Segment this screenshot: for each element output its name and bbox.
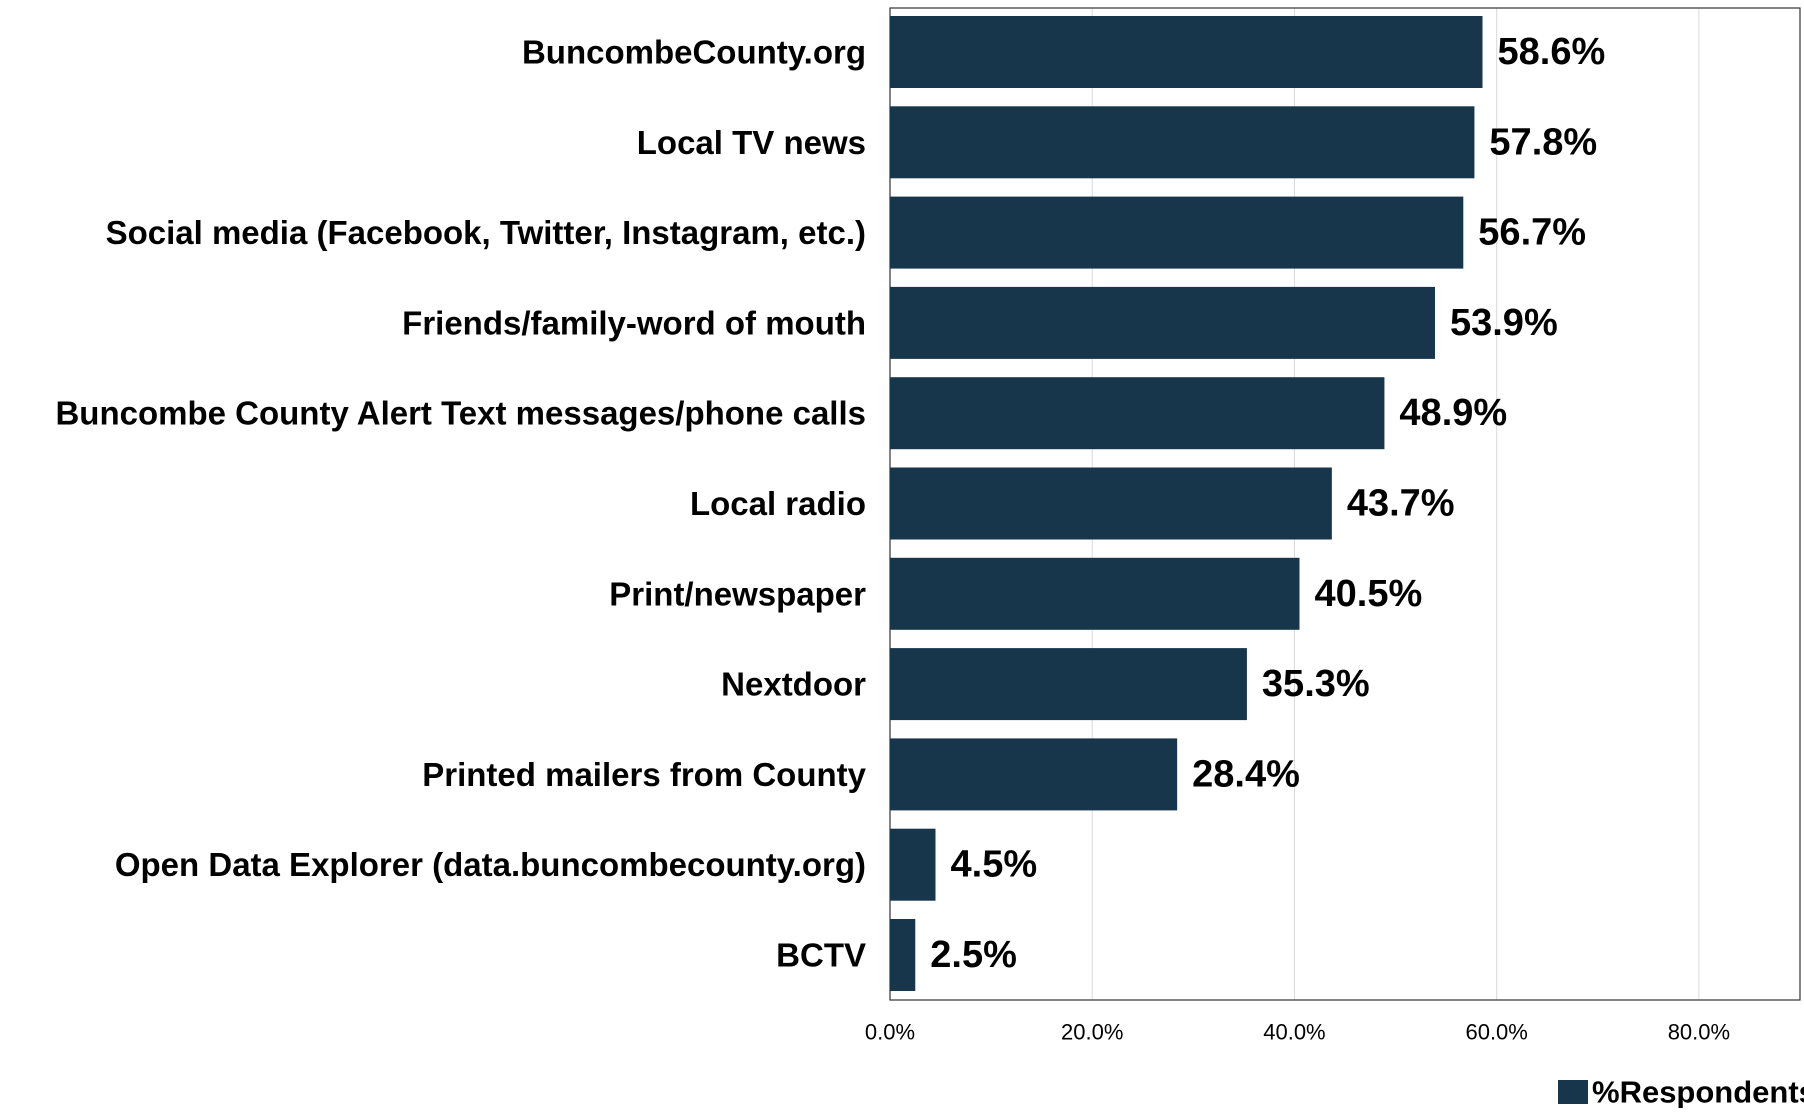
category-label: Buncombe County Alert Text messages/phon…: [55, 395, 866, 432]
bar: [890, 467, 1332, 540]
category-label: Social media (Facebook, Twitter, Instagr…: [106, 214, 866, 251]
bar: [890, 196, 1464, 269]
data-label: 28.4%: [1192, 753, 1300, 795]
bar: [890, 648, 1247, 721]
data-label: 57.8%: [1489, 121, 1597, 163]
data-label: 40.5%: [1315, 573, 1423, 615]
category-label: Print/newspaper: [609, 575, 866, 612]
category-label: Open Data Explorer (data.buncombecounty.…: [115, 846, 866, 883]
category-label: Local TV news: [637, 124, 866, 161]
bar: [890, 919, 916, 991]
x-tick-label: 80.0%: [1668, 1020, 1730, 1045]
category-label: Friends/family-word of mouth: [402, 304, 866, 341]
x-tick-label: 0.0%: [865, 1020, 915, 1045]
data-label: 4.5%: [951, 844, 1038, 886]
category-label: BCTV: [776, 937, 866, 974]
category-label: Nextdoor: [721, 666, 866, 703]
data-label: 58.6%: [1498, 31, 1606, 73]
category-label: Local radio: [690, 485, 866, 522]
x-tick-label: 20.0%: [1061, 1020, 1123, 1045]
data-label: 2.5%: [930, 934, 1017, 976]
legend: %Respondents: [1558, 1075, 1804, 1110]
category-label: Printed mailers from County: [422, 756, 866, 793]
bar: [890, 286, 1435, 359]
category-labels: BuncombeCounty.org Local TV news Social me…: [55, 34, 866, 974]
x-tick-label: 60.0%: [1465, 1020, 1527, 1045]
bar: [890, 828, 936, 901]
category-label: BuncombeCounty.org: [522, 34, 866, 71]
bar: [890, 377, 1385, 450]
x-tick-label: 40.0%: [1263, 1020, 1325, 1045]
bar: [890, 106, 1475, 179]
bar: [890, 738, 1178, 811]
data-label: 56.7%: [1478, 212, 1586, 254]
legend-swatch: [1558, 1080, 1588, 1104]
bar: [890, 16, 1483, 88]
legend-label: %Respondents: [1592, 1075, 1804, 1109]
data-label: 53.9%: [1450, 302, 1558, 344]
bar: [890, 557, 1300, 630]
data-label: 35.3%: [1262, 663, 1370, 705]
value-labels: 58.6% 57.8% 56.7% 53.9% 48.9% 43.7% 40.5% 35.3%…: [930, 31, 1605, 976]
bars: [890, 16, 1483, 991]
x-axis-tick-labels: 0.0% 20.0% 40.0% 60.0% 80.0%: [865, 1020, 1730, 1045]
data-label: 43.7%: [1347, 483, 1455, 525]
data-label: 48.9%: [1399, 392, 1507, 434]
